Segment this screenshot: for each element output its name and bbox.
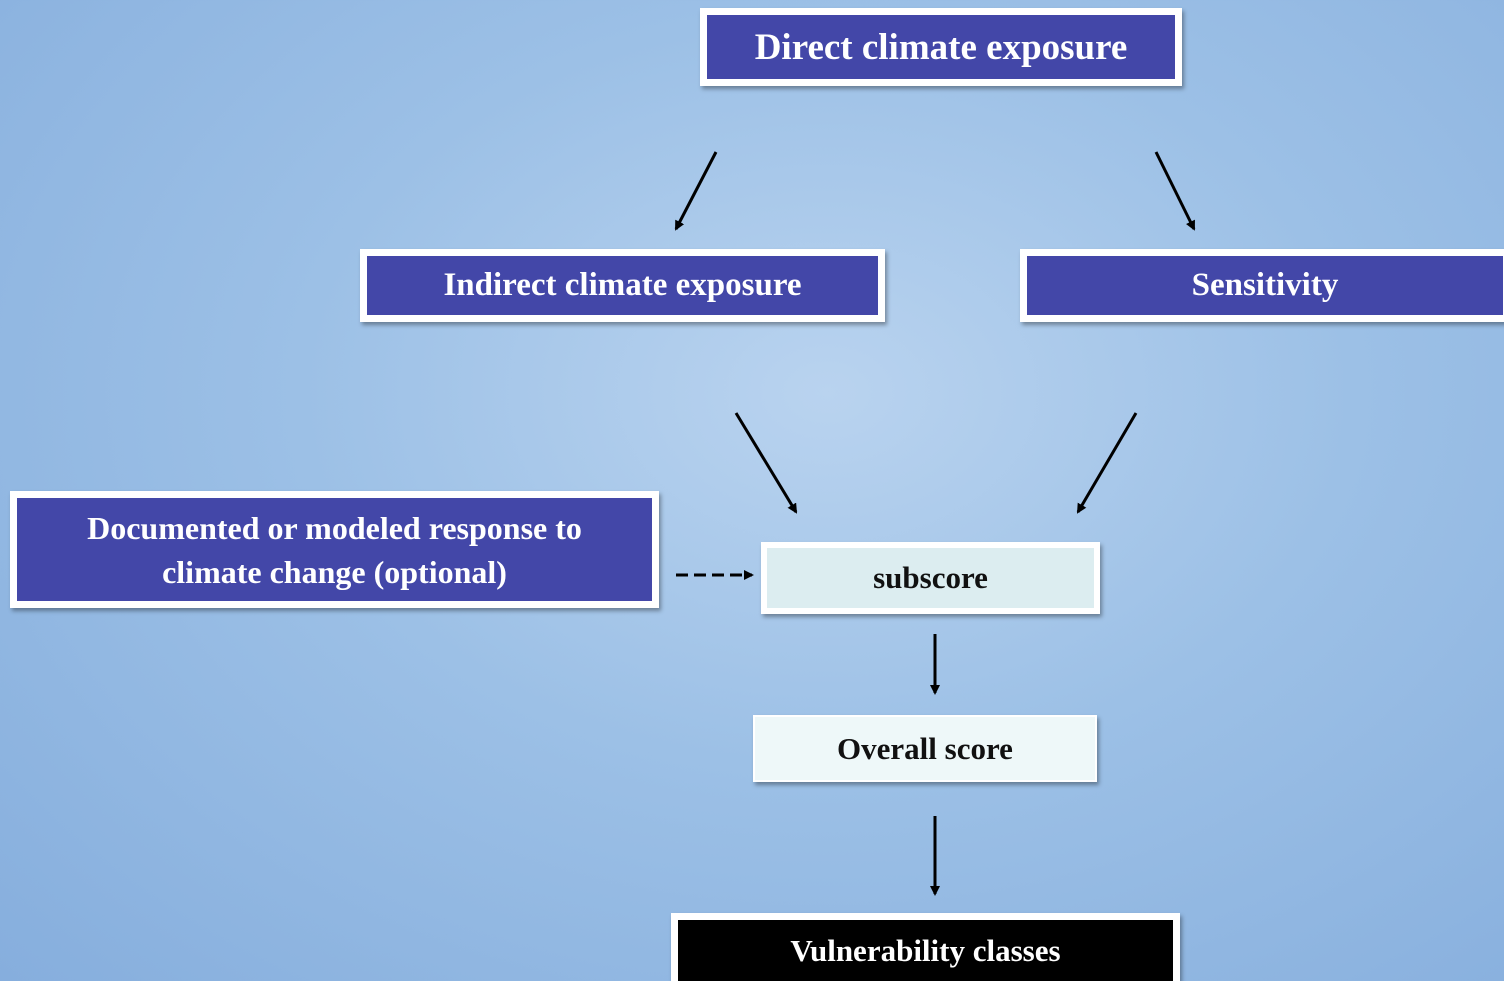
node: Overall score	[753, 715, 1097, 782]
node: Direct climate exposure	[700, 8, 1182, 86]
node: Vulnerability classes	[671, 913, 1180, 981]
node: Sensitivity	[1020, 249, 1504, 322]
node: Documented or modeled response to climat…	[10, 491, 659, 608]
arrow	[1154, 151, 1196, 231]
node: subscore	[761, 542, 1100, 614]
node: Indirect climate exposure	[360, 249, 885, 322]
arrow	[1076, 412, 1138, 514]
arrow	[734, 412, 798, 514]
arrow	[674, 151, 718, 231]
